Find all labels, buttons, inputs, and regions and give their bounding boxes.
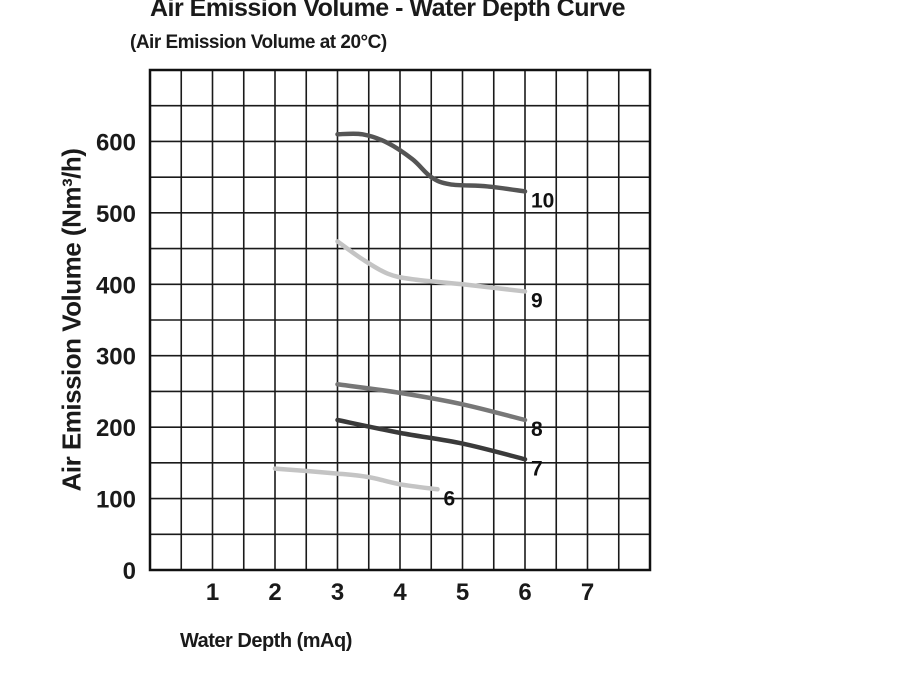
series-line-6 <box>272 466 440 492</box>
x-tick-label: 1 <box>206 579 219 606</box>
series-label-10: 10 <box>531 189 554 212</box>
series-line-10 <box>335 131 528 194</box>
y-tick-label: 600 <box>96 129 136 156</box>
series-label-6: 6 <box>444 487 456 510</box>
chart-title: Air Emission Volume - Water Depth Curve <box>150 0 626 22</box>
series-label-7: 7 <box>531 457 543 480</box>
x-tick-label: 5 <box>456 579 469 606</box>
chart-subtitle: (Air Emission Volume at 20°C) <box>130 32 387 53</box>
series-line-8 <box>335 382 528 423</box>
y-tick-label: 200 <box>96 415 136 442</box>
series-line-9 <box>335 239 528 294</box>
x-tick-label: 3 <box>331 579 344 606</box>
series-label-9: 9 <box>531 289 543 312</box>
x-tick-label: 4 <box>393 579 407 606</box>
series-label-8: 8 <box>531 418 543 441</box>
plot-frame <box>148 68 652 572</box>
y-tick-label: 400 <box>96 272 136 299</box>
x-tick-label: 2 <box>268 579 281 606</box>
y-tick-label: 100 <box>96 487 136 514</box>
y-tick-label: 500 <box>96 201 136 228</box>
series-line-7 <box>335 417 528 462</box>
x-tick-label: 6 <box>518 579 531 606</box>
x-axis-label: Water Depth (mAq) <box>180 630 352 652</box>
y-tick-label: 0 <box>123 558 136 585</box>
y-tick-label: 300 <box>96 344 136 371</box>
x-tick-label: 7 <box>581 579 594 606</box>
